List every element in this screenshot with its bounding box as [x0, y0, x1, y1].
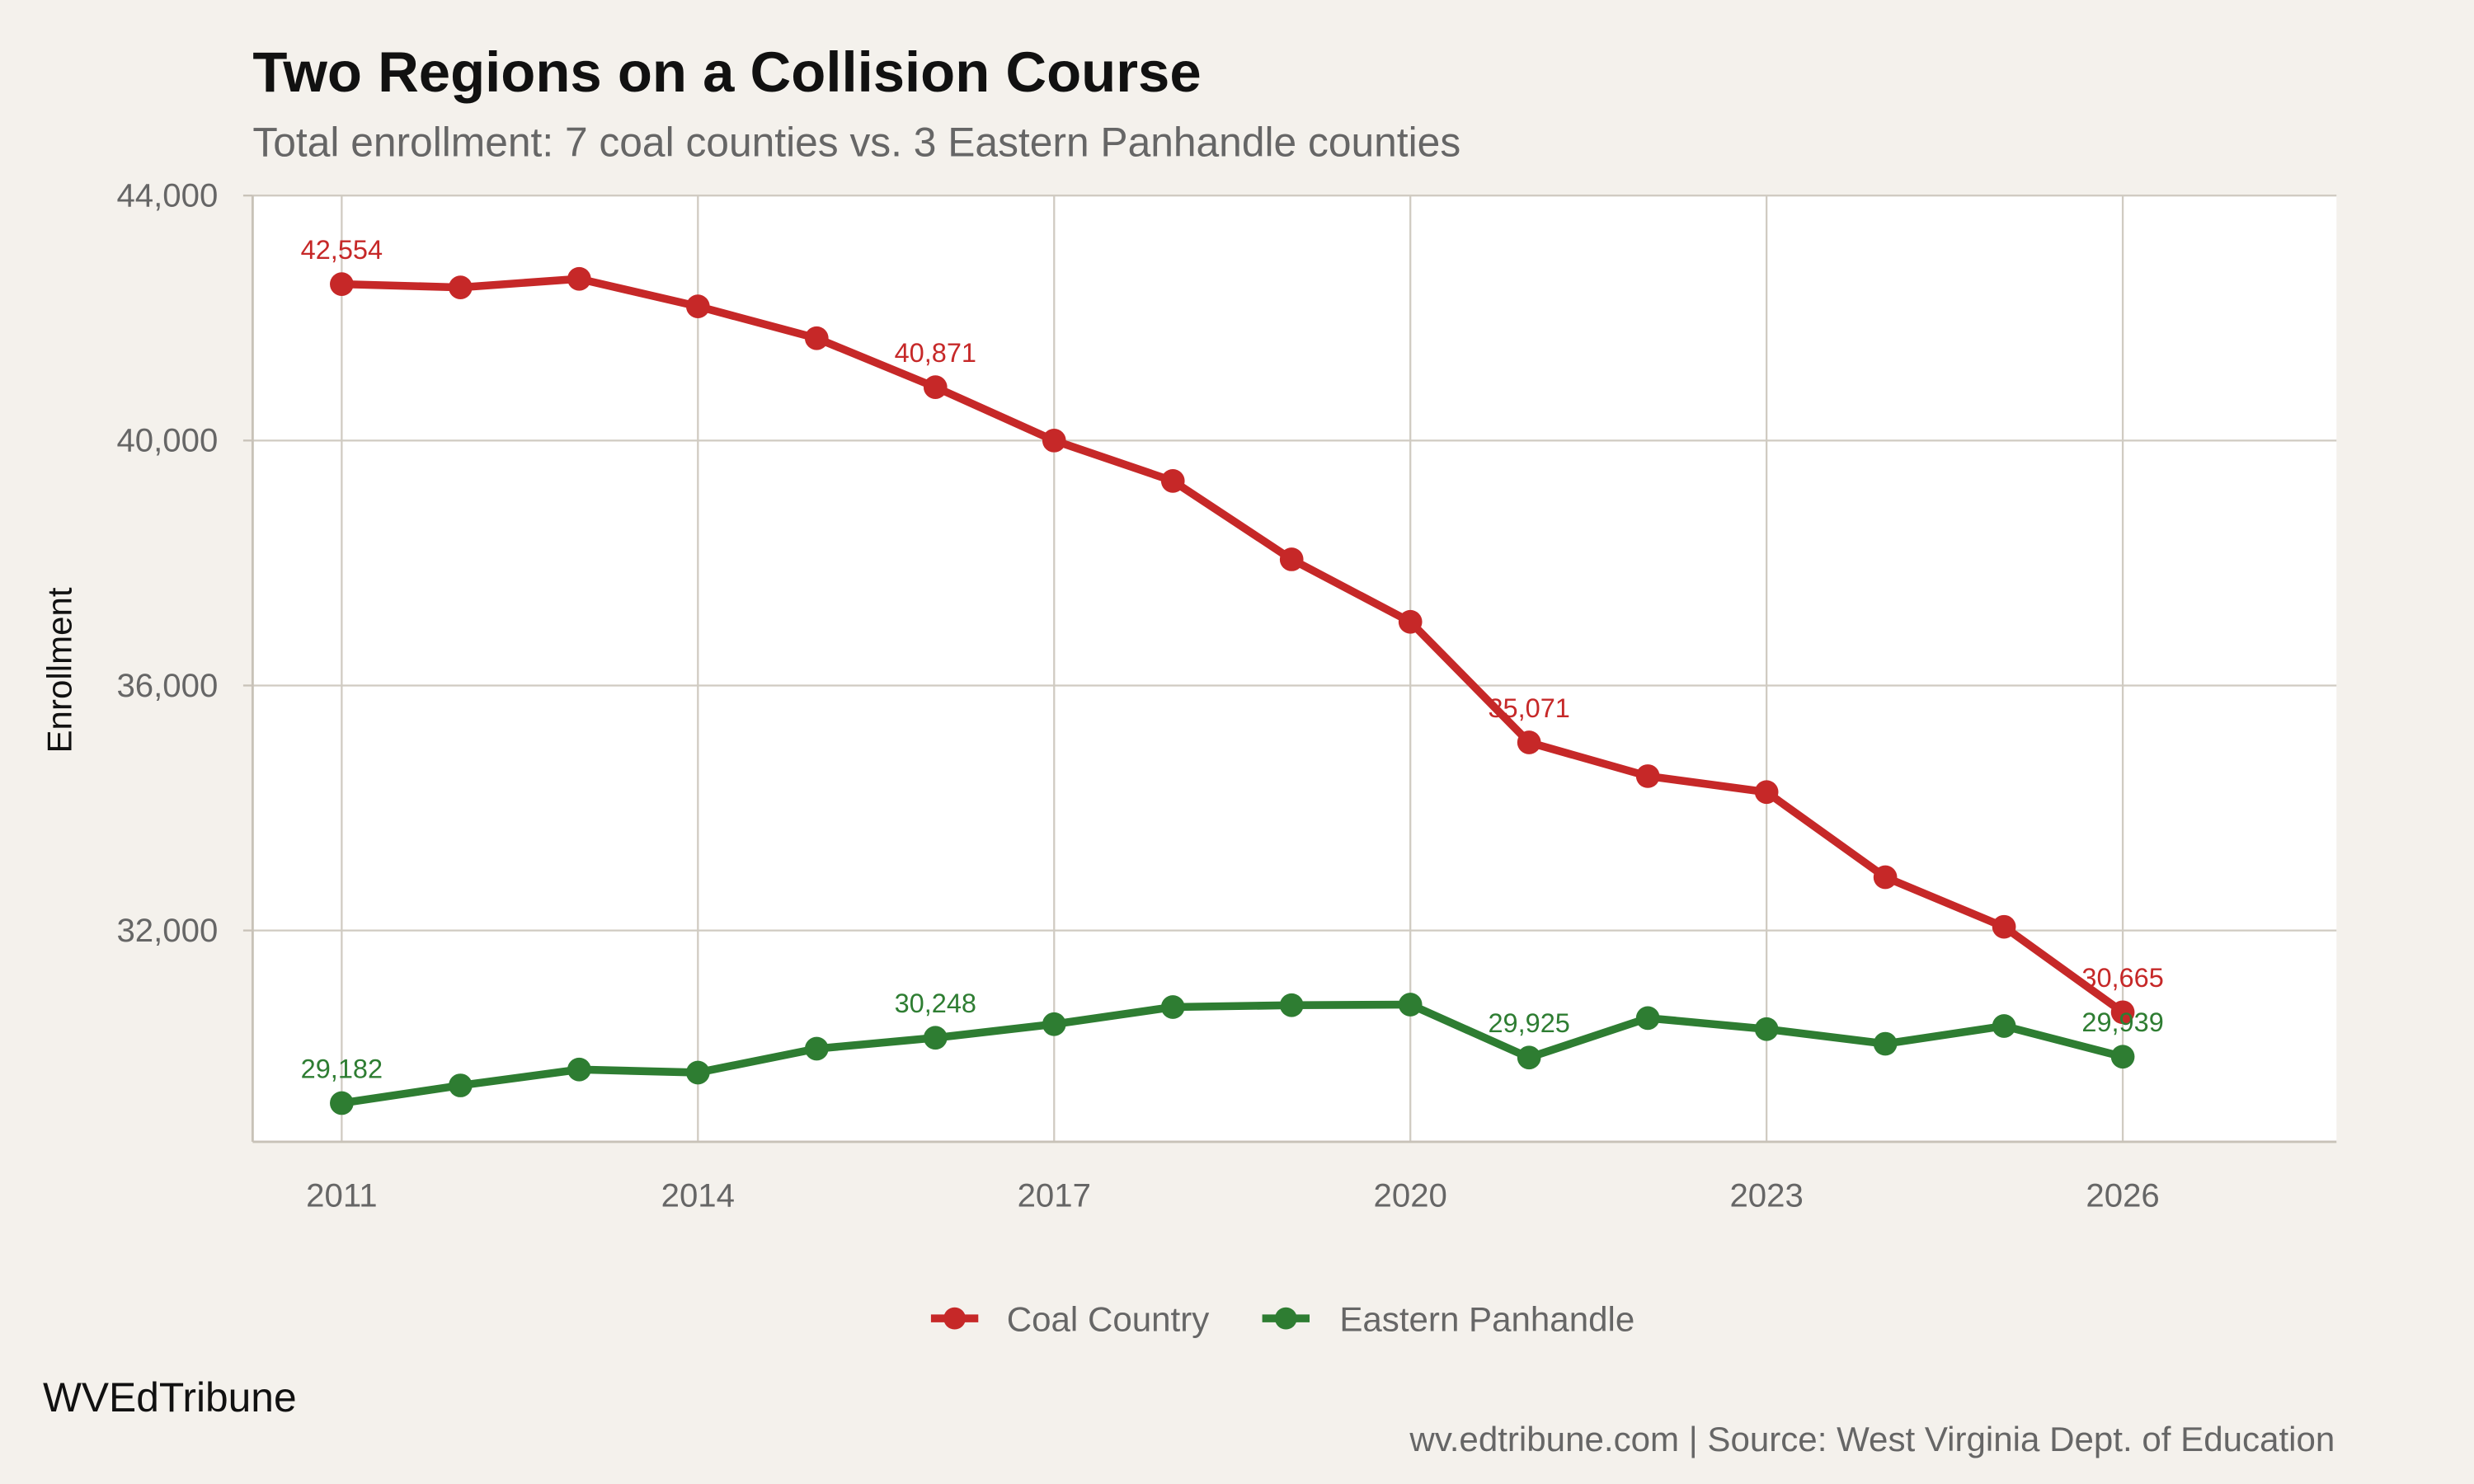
- data-point[interactable]: [448, 275, 473, 299]
- data-point[interactable]: [330, 1091, 354, 1115]
- legend-label-eastern: Eastern Panhandle: [1339, 1299, 1634, 1338]
- data-point[interactable]: [1992, 914, 2016, 939]
- data-point[interactable]: [1517, 730, 1541, 754]
- data-point[interactable]: [1873, 865, 1898, 890]
- y-tick-label: 44,000: [116, 177, 218, 214]
- data-point[interactable]: [804, 1036, 829, 1061]
- data-point[interactable]: [1279, 547, 1304, 571]
- data-point[interactable]: [1160, 995, 1185, 1019]
- caption-source: wv.edtribune.com | Source: West Virginia…: [1409, 1420, 2335, 1458]
- data-point[interactable]: [1042, 428, 1066, 453]
- data-point[interactable]: [685, 294, 710, 318]
- data-point[interactable]: [1517, 1045, 1541, 1070]
- data-point[interactable]: [567, 266, 591, 291]
- x-tick-label: 2014: [661, 1176, 735, 1214]
- gridlines: [252, 195, 2337, 1142]
- y-axis-title: Enrollment: [40, 587, 78, 753]
- y-tick-label: 40,000: [116, 422, 218, 459]
- data-point[interactable]: [567, 1057, 591, 1082]
- legend-label-coal: Coal Country: [1007, 1299, 1210, 1338]
- legend-item-eastern-panhandle[interactable]: Eastern Panhandle: [1262, 1299, 1635, 1338]
- data-point[interactable]: [1992, 1014, 2016, 1038]
- y-tick-label: 32,000: [116, 912, 218, 949]
- legend-dot-coal: [943, 1307, 966, 1330]
- data-point[interactable]: [1398, 609, 1423, 634]
- series-coal-country: [330, 266, 2135, 1025]
- data-point[interactable]: [1042, 1012, 1066, 1036]
- data-label: 30,665: [2081, 963, 2163, 993]
- data-point[interactable]: [448, 1073, 473, 1097]
- data-point[interactable]: [1754, 1017, 1779, 1041]
- data-label: 35,071: [1488, 693, 1569, 723]
- x-tick-label: 2011: [306, 1176, 377, 1214]
- legend-dot-eastern: [1274, 1307, 1297, 1330]
- x-tick-label: 2026: [2086, 1176, 2159, 1214]
- series-line: [341, 1000, 2124, 1107]
- data-point[interactable]: [1635, 764, 1660, 788]
- legend: Coal Country Eastern Panhandle: [930, 1299, 1635, 1338]
- plot-panel: [252, 195, 2337, 1142]
- data-label: 40,871: [895, 338, 976, 368]
- chart-title: Two Regions on a Collision Course: [252, 40, 1201, 104]
- series-eastern-panhandle: [330, 993, 2135, 1115]
- chart-subtitle: Total enrollment: 7 coal counties vs. 3 …: [252, 119, 1460, 165]
- caption-brand: WVEdTribune: [43, 1374, 297, 1421]
- series-line: [341, 275, 2125, 1016]
- data-point[interactable]: [923, 1026, 948, 1050]
- data-point[interactable]: [1398, 993, 1423, 1017]
- data-point[interactable]: [1635, 1006, 1660, 1031]
- data-point[interactable]: [330, 272, 354, 296]
- data-label: 29,925: [1488, 1008, 1569, 1038]
- y-tick-label: 36,000: [116, 667, 218, 704]
- data-point[interactable]: [2110, 1045, 2135, 1069]
- tick-labels: 2011 2014 2017 2020 2023 2026 32,000 36,000 40,0…: [116, 177, 2159, 1214]
- data-label: 30,248: [895, 989, 976, 1018]
- data-point[interactable]: [1754, 780, 1779, 805]
- x-tick-label: 2017: [1018, 1176, 1091, 1214]
- data-point[interactable]: [685, 1060, 710, 1085]
- data-point[interactable]: [1279, 993, 1304, 1017]
- data-label: 42,554: [301, 235, 383, 265]
- data-point[interactable]: [2110, 1000, 2135, 1025]
- x-tick-label: 2020: [1374, 1176, 1447, 1214]
- x-tick-label: 2023: [1729, 1176, 1803, 1214]
- legend-item-coal-country[interactable]: Coal Country: [930, 1299, 1210, 1338]
- data-point[interactable]: [804, 326, 829, 350]
- data-point[interactable]: [1160, 469, 1185, 493]
- series-layer: 42,554 40,871 35,071 30,665 29,182 30,248 29,9…: [301, 235, 2164, 1115]
- data-label: 29,939: [2081, 1007, 2163, 1037]
- data-point[interactable]: [1873, 1031, 1898, 1056]
- data-point[interactable]: [923, 375, 948, 399]
- data-label: 29,182: [301, 1054, 383, 1083]
